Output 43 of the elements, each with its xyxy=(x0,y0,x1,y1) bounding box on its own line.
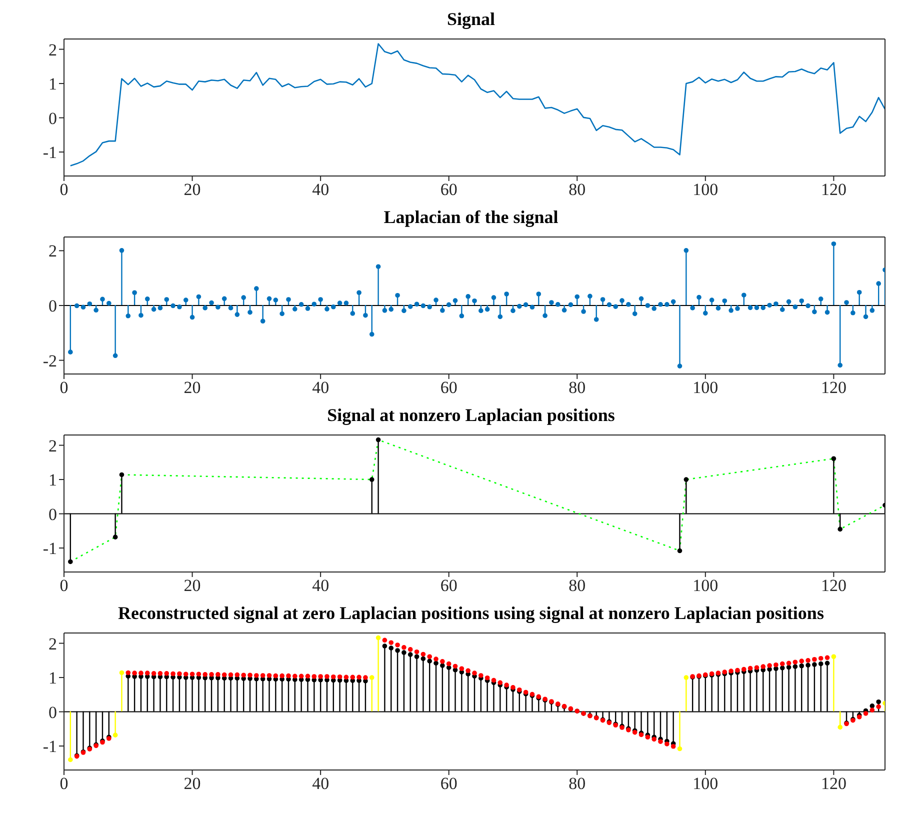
y-tick-label: 0 xyxy=(48,504,57,524)
x-tick-label: 120 xyxy=(820,576,846,596)
x-tick-label: 80 xyxy=(568,180,586,200)
x-tick-label: 60 xyxy=(440,774,458,794)
x-tick-label: 40 xyxy=(312,774,330,794)
chart-title: Laplacian of the signal xyxy=(382,206,560,228)
x-tick-label: 20 xyxy=(184,774,201,794)
x-tick-label: 40 xyxy=(312,576,330,596)
x-tick-label: 100 xyxy=(692,180,718,200)
x-tick-label: 120 xyxy=(820,180,846,200)
y-tick-label: 2 xyxy=(48,436,57,456)
y-tick-label: -2 xyxy=(42,351,57,370)
y-tick-label: -1 xyxy=(42,539,57,558)
x-tick-label: 100 xyxy=(692,576,718,596)
x-tick-label: 60 xyxy=(440,378,458,398)
y-tick-label: 2 xyxy=(48,634,57,654)
x-tick-label: 20 xyxy=(184,378,201,398)
y-tick-label: 0 xyxy=(48,108,57,128)
x-tick-label: 20 xyxy=(184,180,201,200)
y-tick-label: 0 xyxy=(48,296,57,316)
x-tick-label: 60 xyxy=(440,180,458,200)
y-tick-label: 2 xyxy=(48,40,57,60)
x-tick-label: 80 xyxy=(568,378,586,398)
x-tick-label: 40 xyxy=(312,378,330,398)
x-tick-label: 120 xyxy=(820,774,846,794)
x-tick-label: 80 xyxy=(568,774,586,794)
y-tick-label: 1 xyxy=(48,668,57,688)
y-tick-label: -1 xyxy=(42,143,57,162)
x-tick-label: 100 xyxy=(692,378,718,398)
x-tick-label: 20 xyxy=(184,576,201,596)
chart-title: Reconstructed signal at zero Laplacian positions using signal at nonzero Laplacian positions xyxy=(117,602,825,624)
chart-title: Signal at nonzero Laplacian positions xyxy=(326,404,616,426)
y-tick-label: -1 xyxy=(42,737,57,756)
y-tick-label: 2 xyxy=(48,242,57,261)
x-tick-label: 100 xyxy=(692,774,718,794)
x-tick-label: 80 xyxy=(568,576,586,596)
y-tick-label: 0 xyxy=(48,702,57,722)
chart-title: Signal xyxy=(446,8,496,30)
y-tick-label: 1 xyxy=(48,74,57,94)
x-tick-label: 60 xyxy=(440,576,458,596)
y-tick-label: 1 xyxy=(48,470,57,490)
x-tick-label: 120 xyxy=(820,378,846,398)
x-tick-label: 40 xyxy=(312,180,330,200)
